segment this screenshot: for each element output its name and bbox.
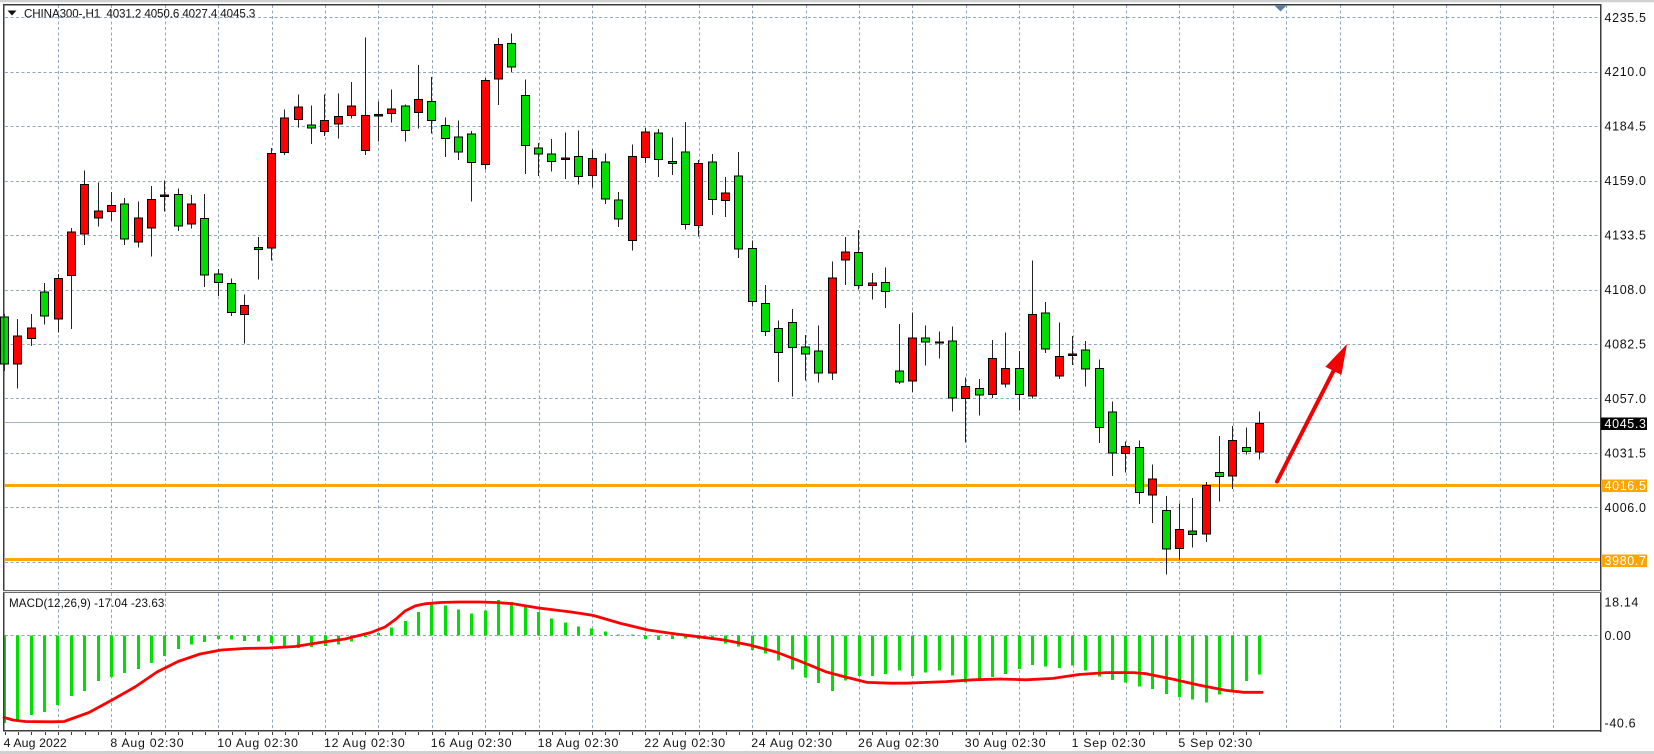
svg-text:4210.0: 4210.0 [1605,65,1647,79]
svg-text:MACD(12,26,9) -17.04 -23.63: MACD(12,26,9) -17.04 -23.63 [9,597,164,610]
svg-text:4108.0: 4108.0 [1605,283,1647,297]
svg-text:22 Aug 02:30: 22 Aug 02:30 [644,736,725,750]
svg-text:26 Aug 02:30: 26 Aug 02:30 [858,736,939,750]
svg-text:4031.5: 4031.5 [1605,446,1647,460]
svg-text:4235.5: 4235.5 [1605,11,1647,25]
svg-text:-40.6: -40.6 [1605,717,1637,731]
svg-text:18 Aug 02:30: 18 Aug 02:30 [538,736,619,750]
svg-text:4016.5: 4016.5 [1605,479,1647,493]
svg-text:1 Sep 02:30: 1 Sep 02:30 [1072,736,1147,750]
svg-text:16 Aug 02:30: 16 Aug 02:30 [431,736,512,750]
svg-text:24 Aug 02:30: 24 Aug 02:30 [751,736,832,750]
svg-text:4184.5: 4184.5 [1605,120,1647,134]
svg-text:3980.7: 3980.7 [1605,554,1647,568]
svg-text:5 Sep 02:30: 5 Sep 02:30 [1178,736,1253,750]
svg-text:10 Aug 02:30: 10 Aug 02:30 [217,736,298,750]
svg-text:4082.5: 4082.5 [1605,337,1647,351]
svg-text:0.00: 0.00 [1605,629,1632,643]
svg-text:4045.3: 4045.3 [1605,417,1647,431]
svg-text:CHINA300-,H1 4031.2 4050.6 40: CHINA300-,H1 4031.2 4050.6 4027.4 4045.3 [24,8,255,21]
svg-text:12 Aug 02:30: 12 Aug 02:30 [324,736,405,750]
svg-text:4006.0: 4006.0 [1605,501,1647,515]
svg-text:8 Aug 02:30: 8 Aug 02:30 [110,736,184,750]
svg-text:18.14: 18.14 [1605,596,1640,610]
svg-text:30 Aug 02:30: 30 Aug 02:30 [965,736,1046,750]
svg-text:4057.0: 4057.0 [1605,392,1647,406]
svg-text:4 Aug 2022: 4 Aug 2022 [4,736,67,750]
svg-text:4133.5: 4133.5 [1605,229,1647,243]
svg-text:4159.0: 4159.0 [1605,174,1647,188]
